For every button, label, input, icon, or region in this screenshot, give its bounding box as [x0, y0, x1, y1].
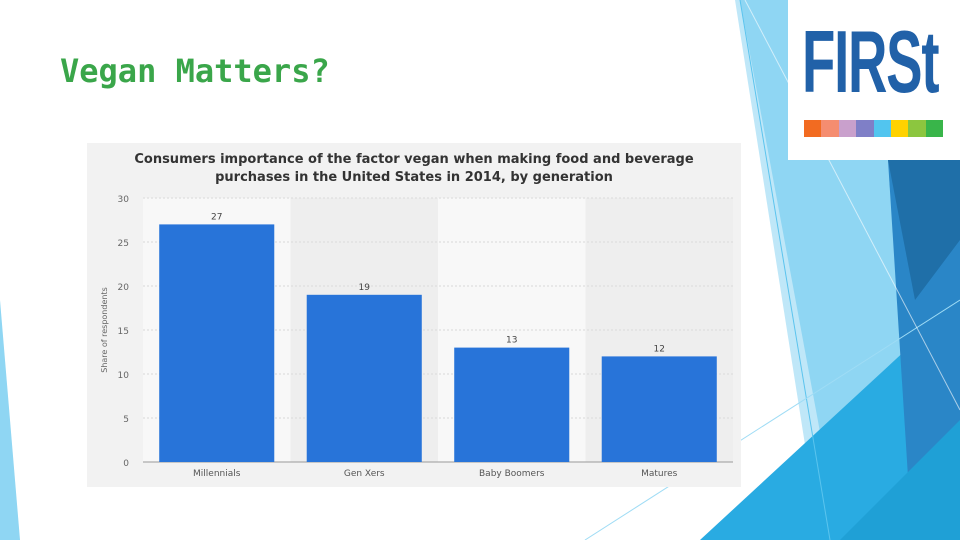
deco-line-3 — [744, 0, 960, 411]
y-tick-label: 20 — [118, 283, 130, 293]
logo-stripe-segment — [821, 120, 839, 137]
y-tick-label: 30 — [118, 195, 130, 205]
y-tick-label: 10 — [118, 371, 130, 381]
chart-panel: 0 5 10 15 20 25 30 Share of respondents 27 Millen… — [87, 143, 741, 487]
y-tick-label: 25 — [118, 239, 129, 249]
data-label: 12 — [654, 344, 665, 354]
logo-color-stripe — [804, 120, 943, 137]
bar — [601, 356, 717, 462]
deco-shape-cyan — [840, 420, 960, 540]
y-tick-label: 0 — [123, 459, 129, 469]
bar — [306, 294, 422, 462]
logo-stripe-segment — [804, 120, 822, 137]
data-label: 13 — [506, 336, 517, 346]
bar — [159, 224, 275, 462]
x-tick-label: Millennials — [193, 469, 241, 479]
chart-title-line-2: purchases in the United States in 2014, … — [215, 170, 613, 185]
deco-shape-navy — [888, 160, 960, 300]
logo-stripe-segment — [838, 120, 857, 137]
deco-shape-bright — [700, 300, 960, 540]
logo: FIRSt — [788, 0, 960, 160]
logo-stripe-segment — [908, 120, 926, 137]
logo-text: FIRSt — [802, 12, 939, 111]
deco-line-2 — [584, 299, 960, 540]
x-tick-label: Gen Xers — [344, 469, 385, 479]
bar — [454, 347, 570, 462]
x-tick-label: Baby Boomers — [479, 469, 545, 479]
y-axis-label: Share of respondents — [100, 287, 109, 373]
slide-title: Vegan Matters? — [60, 52, 330, 90]
logo-stripe-segment — [925, 120, 943, 137]
chart-title-line-1: Consumers importance of the factor vegan… — [134, 152, 694, 167]
deco-shape-left — [0, 300, 20, 540]
deco-line-1 — [739, 0, 831, 540]
logo-stripe-segment — [890, 120, 909, 137]
bar-chart: 0 5 10 15 20 25 30 Share of respondents 27 Millen… — [100, 195, 733, 479]
y-tick-label: 5 — [123, 415, 129, 425]
data-label: 19 — [359, 283, 371, 293]
logo-stripe-segment — [873, 120, 891, 137]
y-tick-label: 15 — [118, 327, 129, 337]
logo-stripe-segment — [856, 120, 874, 137]
chart-title: Consumers importance of the factor vegan… — [87, 151, 741, 187]
x-tick-label: Matures — [641, 469, 678, 479]
data-label: 27 — [211, 212, 222, 222]
